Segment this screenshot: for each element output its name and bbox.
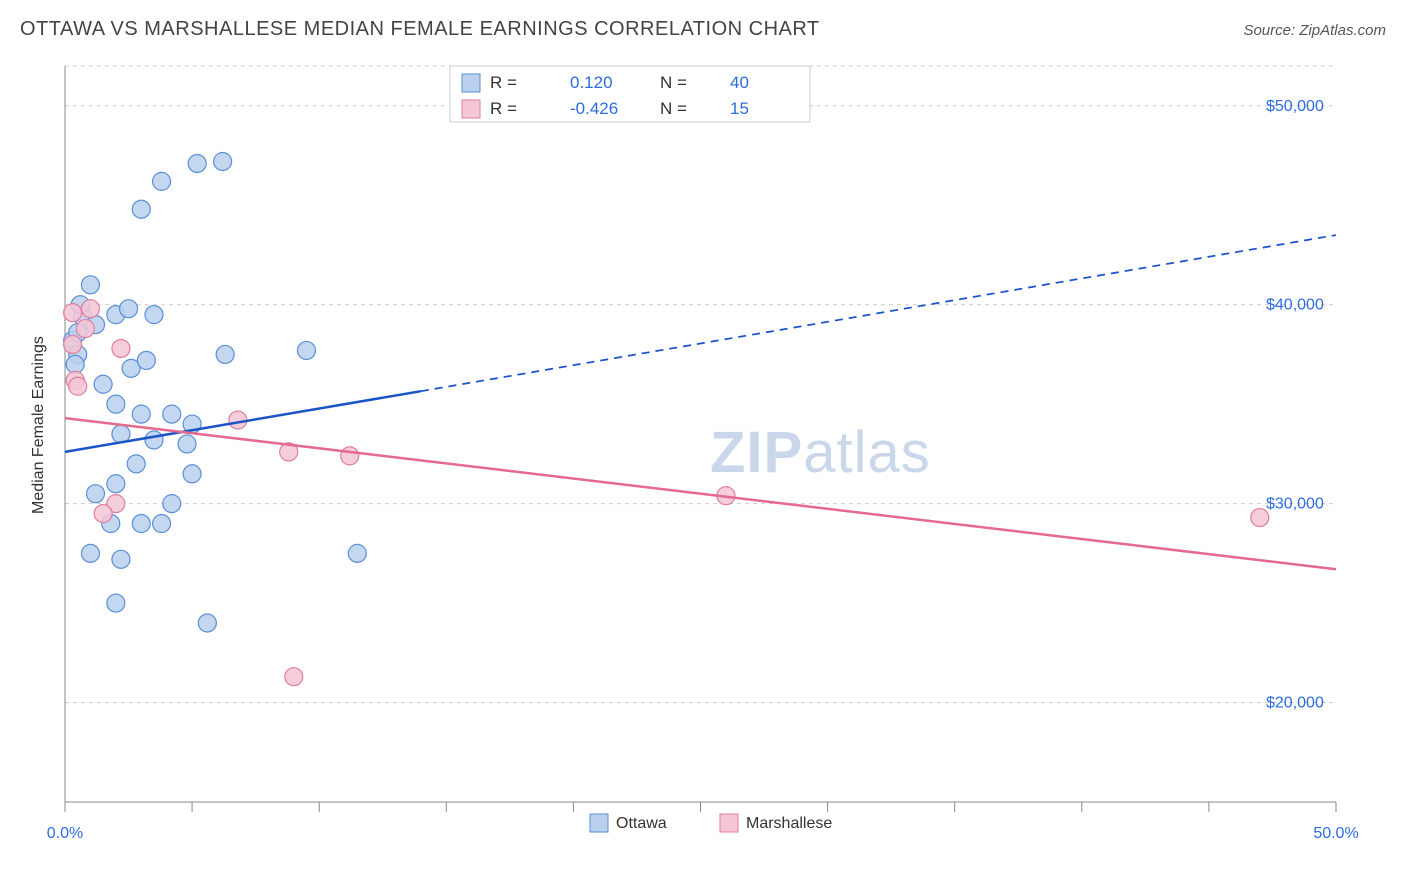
ottawa-point [145,431,163,449]
ottawa-point [145,306,163,324]
watermark: ZIPatlas [710,420,931,485]
chart-container: ZIPatlas 0.0% 50.0% $20,000 $30,000 $40,000 $5… [20,52,1386,842]
ottawa-point [81,276,99,294]
marshallese-n-value: 15 [730,99,749,118]
marshallese-point [76,320,94,338]
marshallese-point [1251,509,1269,527]
ottawa-point [163,405,181,423]
ottawa-point [107,594,125,612]
ottawa-point [137,351,155,369]
ottawa-point [178,435,196,453]
y-tick-label: $50,000 [1266,98,1324,115]
marshallese-r-value: -0.426 [570,99,618,118]
source-label: Source: ZipAtlas.com [1243,22,1386,39]
ottawa-point [94,375,112,393]
marshallese-point [341,447,359,465]
x-tick-label: 0.0% [47,825,83,842]
marshallese-point [64,335,82,353]
ottawa-point [153,515,171,533]
y-tick-label: $20,000 [1266,695,1324,712]
ottawa-trendline-extrapolated [421,235,1336,391]
marshallese-point [69,377,87,395]
ottawa-point [132,405,150,423]
ottawa-point [348,544,366,562]
ottawa-point [188,154,206,172]
marshallese-point [81,300,99,318]
marshallese-legend-label: Marshallese [746,815,832,832]
marshallese-trendline [65,418,1336,569]
marshallese-swatch [462,100,480,118]
ottawa-point [81,544,99,562]
legend-n-label: N = [660,99,687,118]
marshallese-legend-swatch [720,814,738,832]
ottawa-point [120,300,138,318]
ottawa-point [127,455,145,473]
ottawa-r-value: 0.120 [570,73,613,92]
ottawa-legend-swatch [590,814,608,832]
ottawa-point [183,465,201,483]
marshallese-point [285,668,303,686]
ottawa-point [163,495,181,513]
ottawa-point [214,152,232,170]
ottawa-point [66,355,84,373]
ottawa-point [132,200,150,218]
ottawa-point [153,172,171,190]
ottawa-point [87,485,105,503]
marshallese-point [64,304,82,322]
ottawa-point [198,614,216,632]
ottawa-point [132,515,150,533]
legend-r-label: R = [490,73,517,92]
legend-n-label: N = [660,73,687,92]
y-tick-label: $40,000 [1266,297,1324,314]
y-tick-label: $30,000 [1266,496,1324,513]
marshallese-point [94,505,112,523]
ottawa-legend-label: Ottawa [616,815,667,832]
ottawa-point [216,345,234,363]
legend-r-label: R = [490,99,517,118]
ottawa-point [107,475,125,493]
chart-title: OTTAWA VS MARSHALLESE MEDIAN FEMALE EARN… [20,18,820,41]
ottawa-point [297,341,315,359]
marshallese-point [112,339,130,357]
x-tick-label: 50.0% [1313,825,1358,842]
ottawa-point [112,550,130,568]
scatter-chart: ZIPatlas 0.0% 50.0% $20,000 $30,000 $40,000 $5… [20,52,1386,842]
ottawa-swatch [462,74,480,92]
ottawa-n-value: 40 [730,73,749,92]
ottawa-point [107,395,125,413]
y-axis-label: Median Female Earnings [30,336,47,514]
